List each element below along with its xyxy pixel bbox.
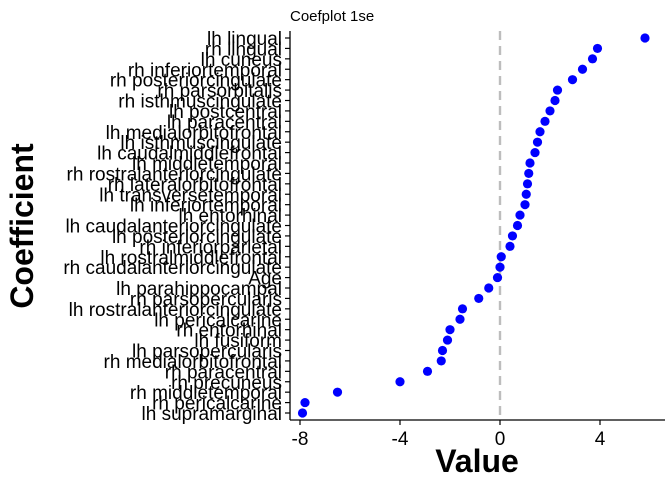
- data-point: [512, 220, 523, 231]
- y-tick-label: lh lingual: [207, 29, 282, 50]
- data-point: [520, 200, 530, 210]
- y-tick-label: rh parsopercularis: [130, 289, 282, 310]
- data-point: [552, 85, 563, 95]
- y-tick-label: lh rostralanteriorcingulate: [69, 300, 282, 321]
- y-tick-label: lh pericalcarine: [154, 310, 282, 331]
- data-point: [297, 408, 308, 418]
- data-point: [522, 179, 533, 189]
- data-points: [297, 33, 650, 418]
- data-point: [507, 231, 518, 241]
- data-point: [395, 377, 405, 387]
- y-tick-label: lh paracentral: [167, 112, 282, 133]
- y-tick-label: Age: [248, 269, 282, 290]
- y-tick-label: rh inferiorparietal: [139, 237, 282, 258]
- y-tick-label: lh medialorbitofrontal: [106, 123, 282, 144]
- y-tick-label: lh parsopercularis: [132, 342, 282, 363]
- y-tick-label: lh rostralmiddlefrontal: [100, 248, 282, 269]
- y-tick-label: lh entorhinal: [178, 206, 282, 227]
- data-point: [587, 54, 598, 64]
- y-tick-label: lh inferiortemporal: [130, 196, 282, 217]
- data-point: [496, 252, 506, 262]
- y-tick-label: rh isthmuscingulate: [118, 92, 282, 113]
- data-point: [577, 64, 588, 74]
- x-tick-label: 0: [495, 429, 506, 450]
- data-point: [332, 387, 343, 397]
- y-tick-label: rh posteriorcingulate: [110, 71, 282, 92]
- y-tick-label: lh middletemporal: [132, 154, 282, 175]
- y-tick-label: lh cuneus: [201, 50, 282, 71]
- data-point: [300, 397, 310, 408]
- data-point: [535, 127, 545, 137]
- y-tick-label: lh supramarginal: [142, 404, 282, 425]
- data-point: [505, 241, 515, 251]
- x-tick-label: -8: [292, 429, 309, 450]
- y-tick-label: rh precuneus: [171, 373, 282, 394]
- data-point: [545, 106, 555, 116]
- y-axis-title: Coefficient: [4, 143, 40, 309]
- data-point: [567, 75, 578, 85]
- y-tick-label: lh caudalanteriorcingulate: [65, 217, 282, 238]
- x-axis-title: Value: [435, 443, 519, 479]
- x-axis-ticks: -8 -4 0 4: [292, 420, 606, 450]
- x-tick-label: 4: [595, 429, 606, 450]
- y-tick-label: rh caudalanteriorcingulate: [63, 258, 282, 279]
- data-point: [640, 33, 650, 43]
- y-tick-label: rh lateralorbitofrontal: [108, 175, 282, 196]
- y-tick-label: lh caudalmiddlefrontal: [97, 144, 282, 165]
- y-tick-label: rh inferiortemporal: [128, 60, 282, 81]
- y-tick-label: rh pericalcarine: [152, 394, 282, 415]
- y-tick-label: rh parsorbitalis: [157, 81, 282, 102]
- y-tick-label: rh rostralanteriorcingulate: [67, 164, 282, 185]
- y-tick-label: lh parahippocampal: [116, 279, 282, 300]
- data-point: [530, 147, 540, 158]
- y-tick-label: lh fusiform: [194, 331, 282, 352]
- data-point: [437, 345, 448, 356]
- y-tick-label: rh lingual: [205, 39, 282, 60]
- data-point: [550, 95, 560, 106]
- data-point: [484, 283, 494, 293]
- data-point: [524, 168, 534, 179]
- y-tick-label: lh isthmuscingulate: [120, 133, 282, 154]
- data-point: [525, 158, 535, 168]
- data-point: [532, 137, 543, 147]
- chart-title: Coefplot 1se: [290, 8, 374, 25]
- data-point: [445, 325, 455, 335]
- y-tick-label: rh middletemporal: [130, 383, 282, 404]
- data-point: [455, 314, 465, 324]
- y-tick-label: rh entorhinal: [176, 321, 282, 342]
- y-tick-label: lh transversetemporal: [99, 185, 282, 206]
- y-tick-label: lh posteriorcingulate: [112, 227, 282, 248]
- y-tick-label: lh postcentral: [169, 102, 282, 123]
- data-point: [592, 43, 603, 54]
- data-point: [521, 189, 531, 199]
- data-point: [540, 116, 550, 126]
- data-point: [442, 335, 453, 345]
- data-point: [495, 262, 505, 272]
- data-point: [515, 210, 525, 220]
- y-tick-label: rh paracentral: [165, 362, 282, 383]
- data-point: [436, 356, 446, 366]
- data-point: [457, 304, 468, 314]
- x-tick-label: -4: [392, 429, 409, 450]
- data-point: [474, 293, 484, 304]
- y-tick-label: rh medialorbitofrontal: [104, 352, 282, 373]
- data-point: [422, 366, 433, 376]
- data-point: [492, 272, 503, 283]
